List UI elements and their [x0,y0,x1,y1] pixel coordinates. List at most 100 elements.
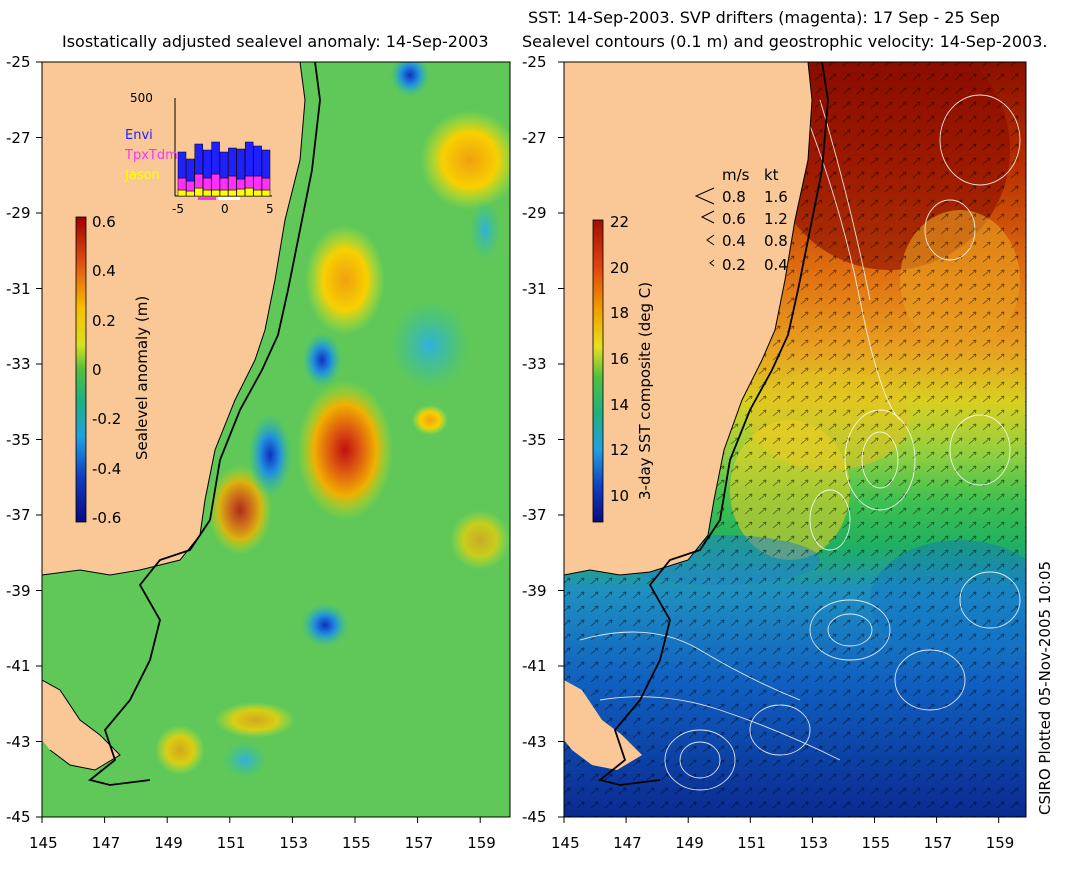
velocity-key-ms: 0.8 [722,188,746,206]
velocity-key-kt: 1.6 [764,188,788,206]
left-colorbar [75,216,87,523]
inset-bar [194,143,204,175]
right-y-tick: -45 [522,808,547,826]
left-y-tick: -31 [6,279,31,298]
inset-bar [211,173,220,191]
inset-bar [244,187,254,197]
left-y-tick: -33 [6,355,31,373]
inset-bar [244,175,254,189]
inset-bar [228,175,237,191]
inset-bar [194,173,204,189]
right-colorbar-tick: 22 [610,213,630,231]
right-x-tick: 147 [613,834,642,852]
inset-bar [211,141,220,175]
right-map-title-line1: SST: 14-Sep-2003. SVP drifters (magenta)… [528,8,1000,27]
right-y-tick: -39 [522,581,547,600]
left-x-tick: 153 [279,834,309,852]
velocity-key-header-ms: m/s [722,166,750,184]
right-x-tick: 151 [737,834,766,852]
left-y-tick: -25 [6,53,31,71]
right-y-tick: -33 [522,355,547,373]
velocity-key-ms: 0.4 [722,232,746,250]
inset-bar [261,189,271,197]
right-colorbar-tick: 18 [610,304,630,323]
right-y-tick: -43 [522,732,547,751]
left-colorbar-tick: -0.4 [92,459,122,478]
velocity-key-arrows [694,187,715,267]
inset-bar [186,158,195,182]
inset-legend-tpxtdm: TpxTdm [125,148,178,163]
right-x-tick: 157 [923,834,953,852]
inset-legend-envi: Envi [125,128,153,143]
inset-bar [261,177,271,191]
inset-bar [228,189,237,197]
left-y-tick: -27 [6,128,31,147]
left-y-tick: -35 [6,430,31,449]
inset-legend-jason: Jason [125,168,160,183]
left-y-tick: -43 [6,732,31,751]
left-y-tick: -37 [6,506,31,524]
right-colorbar [592,219,604,523]
velocity-key-ms: 0.6 [722,210,746,228]
right-y-tick: -27 [522,128,547,147]
inset-bar [219,189,229,197]
left-y-tick: -41 [6,657,31,675]
inset-bar [244,141,254,177]
inset-bar [186,190,195,197]
inset-bar [202,189,212,197]
inset-bar [261,149,271,179]
inset-bar [177,189,187,197]
inset-histogram [174,98,272,200]
inset-bar [194,187,204,197]
right-y-tick: -37 [522,506,547,524]
right-x-tick: 155 [861,834,891,852]
credit-stamp: CSIRO Plotted 05-Nov-2005 10:05 [1036,560,1054,815]
inset-x-tick-neg5: -5 [172,202,184,216]
left-x-tick: 145 [29,834,58,852]
right-y-tick: -29 [522,204,547,222]
right-x-tick: 159 [985,834,1015,852]
left-map-title: Isostatically adjusted sealevel anomaly:… [62,32,489,51]
left-colorbar-tick: 0.4 [92,262,116,281]
right-y-tick: -25 [522,53,547,71]
inset-ymax-label: 500 [130,91,153,105]
velocity-key-kt: 1.2 [764,210,788,228]
right-colorbar-tick: 16 [610,350,630,368]
left-y-tick: -45 [6,808,31,826]
right-sst-field [564,62,1026,817]
right-y-tick: -41 [522,657,547,675]
inset-bar [202,149,212,179]
inset-bar [202,177,212,191]
right-x-tick: 153 [799,834,829,852]
left-y-tick: -29 [6,204,31,222]
inset-x-tick-5: 5 [266,202,274,216]
inset-bar [219,151,229,179]
left-x-tick: 159 [467,834,496,852]
inset-bar [177,177,187,191]
left-colorbar-tick: 0.2 [92,311,116,330]
right-colorbar-tick: 20 [610,258,630,277]
inset-x-tick-0: 0 [221,202,229,216]
left-colorbar-tick: 0.6 [92,213,116,231]
inset-bar [177,151,187,179]
velocity-key-header-kt: kt [764,166,779,184]
right-colorbar-tick: 10 [610,487,630,505]
left-colorbar-tick: 0 [92,361,102,379]
right-x-tick: 145 [551,834,580,852]
right-colorbar-label: 3-day SST composite (deg C) [636,281,654,500]
right-map-title-line2: Sealevel contours (0.1 m) and geostrophi… [522,32,1048,51]
left-y-tick: -39 [6,581,31,600]
right-colorbar-tick: 14 [610,395,630,414]
velocity-key-ms: 0.2 [722,256,746,274]
left-colorbar-tick: -0.2 [92,410,122,429]
right-x-tick: 149 [675,834,704,852]
inset-bar [236,148,246,180]
inset-bar [211,189,220,197]
left-x-tick: 149 [154,834,183,852]
right-colorbar-tick: 12 [610,441,630,460]
left-x-tick: 147 [91,834,121,852]
inset-bar [236,188,246,197]
right-y-tick: -35 [522,430,547,449]
inset-bar [253,175,262,191]
